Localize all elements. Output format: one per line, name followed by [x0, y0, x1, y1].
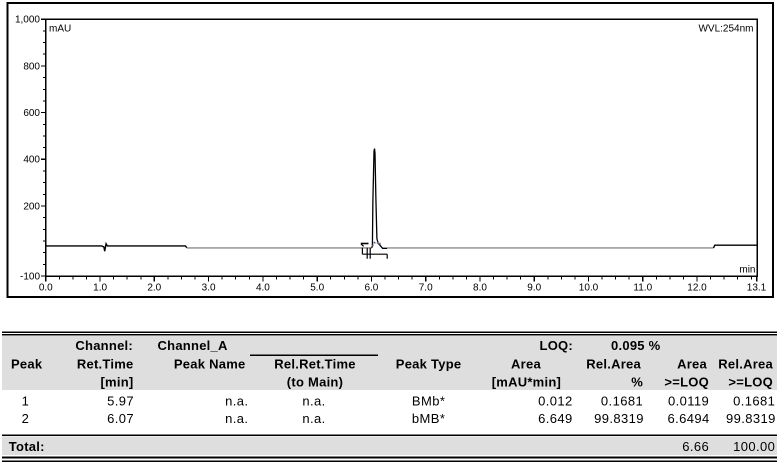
svg-text:8.0: 8.0 [473, 283, 487, 294]
svg-text:99.8319: 99.8319 [726, 411, 776, 426]
svg-text:6.66: 6.66 [682, 439, 709, 454]
svg-text:600: 600 [23, 108, 40, 119]
svg-text:0.1681: 0.1681 [601, 394, 643, 409]
svg-text:n.a.: n.a. [225, 394, 248, 409]
svg-text:2: 2 [22, 411, 30, 426]
svg-text:bMB*: bMB* [412, 411, 445, 426]
svg-text:n.a.: n.a. [302, 394, 325, 409]
svg-text:0.095 %: 0.095 % [611, 338, 661, 353]
svg-text:5.0: 5.0 [310, 283, 324, 294]
svg-text:n.a.: n.a. [225, 411, 248, 426]
svg-text:mAU: mAU [49, 24, 71, 35]
svg-text:0.0: 0.0 [39, 283, 53, 294]
svg-text:99.8319: 99.8319 [594, 411, 644, 426]
svg-text:100.00: 100.00 [733, 439, 775, 454]
svg-text:6.6494: 6.6494 [668, 411, 710, 426]
svg-text:Ret.Time: Ret.Time [77, 357, 134, 372]
svg-text:0.1681: 0.1681 [733, 394, 775, 409]
svg-text:Rel.Area: Rel.Area [718, 357, 773, 372]
svg-text:Peak: Peak [11, 357, 43, 372]
svg-text:>=LOQ: >=LOQ [728, 375, 773, 390]
svg-text:Total:: Total: [9, 439, 45, 454]
svg-text:11.0: 11.0 [633, 283, 652, 294]
svg-text:400: 400 [23, 155, 40, 166]
svg-text:5.97: 5.97 [107, 394, 134, 409]
svg-text:7.0: 7.0 [419, 283, 433, 294]
svg-text:n.a.: n.a. [302, 411, 325, 426]
svg-text:Rel.Ret.Time: Rel.Ret.Time [274, 357, 356, 372]
svg-text:Peak Name: Peak Name [174, 357, 246, 372]
svg-text:min: min [739, 264, 755, 275]
svg-text:9.0: 9.0 [527, 283, 541, 294]
svg-text:1.0: 1.0 [93, 283, 107, 294]
svg-text:0.012: 0.012 [538, 394, 573, 409]
svg-text:3.0: 3.0 [202, 283, 216, 294]
svg-text:200: 200 [23, 201, 40, 212]
svg-text:Rel.Area: Rel.Area [586, 357, 641, 372]
svg-text:LOQ:: LOQ: [540, 338, 574, 353]
svg-text:4.0: 4.0 [256, 283, 270, 294]
svg-text:6.07: 6.07 [107, 411, 134, 426]
svg-text:Channel_A: Channel_A [158, 338, 229, 353]
svg-text:1: 1 [22, 394, 30, 409]
svg-text:Peak Type: Peak Type [396, 357, 462, 372]
svg-text:Channel:: Channel: [75, 338, 133, 353]
svg-text:[mAU*min]: [mAU*min] [492, 375, 561, 390]
svg-text:2.0: 2.0 [147, 283, 161, 294]
svg-text:800: 800 [23, 61, 40, 72]
svg-text:BMb*: BMb* [412, 394, 445, 409]
svg-text:Area: Area [511, 357, 541, 372]
svg-text:6.0: 6.0 [364, 283, 378, 294]
svg-text:(to Main): (to Main) [287, 375, 343, 390]
svg-text:Area: Area [677, 357, 707, 372]
svg-text:0.0119: 0.0119 [668, 394, 709, 409]
svg-text:>=LOQ: >=LOQ [664, 375, 709, 390]
svg-text:6.649: 6.649 [538, 411, 573, 426]
svg-text:10.0: 10.0 [579, 283, 599, 294]
svg-text:%: % [631, 375, 643, 390]
svg-text:-100: -100 [20, 272, 40, 283]
svg-text:13.1: 13.1 [747, 283, 767, 294]
svg-text:12.0: 12.0 [687, 283, 707, 294]
svg-text:1,000: 1,000 [15, 15, 40, 26]
svg-text:[min]: [min] [100, 375, 133, 390]
svg-text:WVL:254nm: WVL:254nm [698, 23, 753, 34]
